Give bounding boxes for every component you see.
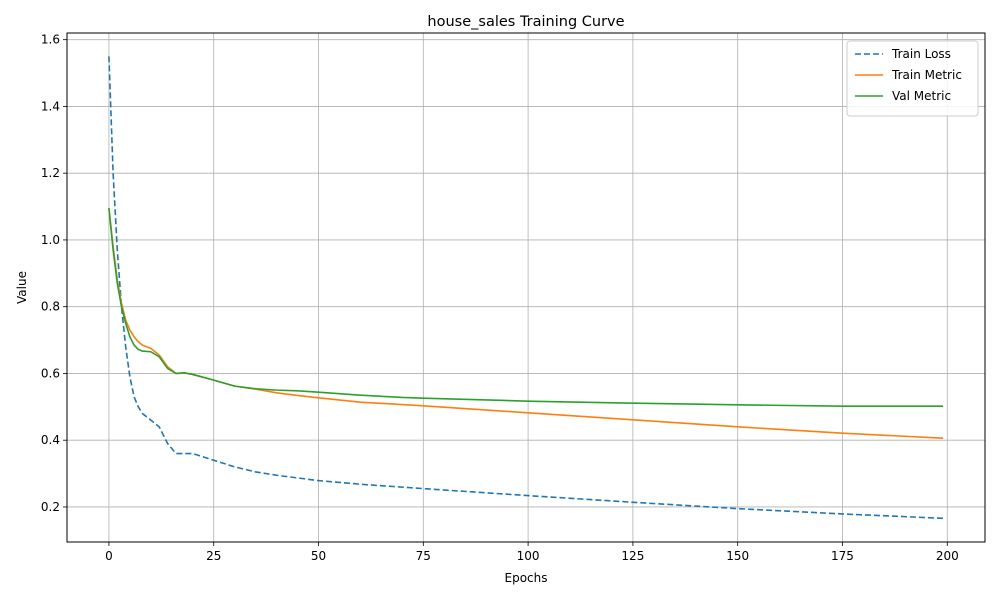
y-tick-label: 1.6 <box>41 33 60 47</box>
legend-label-train-loss: Train Loss <box>891 47 951 61</box>
x-tick-label: 100 <box>517 549 540 563</box>
y-tick-label: 1.0 <box>41 233 60 247</box>
x-tick-label: 50 <box>311 549 326 563</box>
axis-ticks: 0 25 50 75 100 125 150 175 200 0.2 0.4 0.6 0.8 1.0 1.2… <box>41 33 959 563</box>
y-tick-label: 1.2 <box>41 166 60 180</box>
y-tick-label: 1.4 <box>41 99 60 113</box>
y-tick-label: 0.6 <box>41 366 60 380</box>
x-tick-label: 75 <box>416 549 431 563</box>
y-tick-label: 0.4 <box>41 433 60 447</box>
series-lines <box>108 56 944 520</box>
chart-title: house_sales Training Curve <box>427 14 624 30</box>
legend-label-train-metric: Train Metric <box>891 68 962 82</box>
train-loss-line <box>108 56 944 520</box>
plot-area-frame <box>66 32 986 543</box>
x-tick-label: 175 <box>831 549 854 563</box>
x-tick-label: 25 <box>206 549 221 563</box>
x-axis-label: Epochs <box>505 571 548 585</box>
train-metric-line <box>108 208 944 439</box>
x-tick-label: 125 <box>621 549 644 563</box>
y-axis-label: Value <box>15 271 29 304</box>
legend: Train Loss Train Metric Val Metric <box>846 40 979 117</box>
legend-label-val-metric: Val Metric <box>892 89 951 103</box>
x-tick-label: 0 <box>105 549 113 563</box>
val-metric-line <box>108 208 944 407</box>
grid-lines <box>67 33 985 542</box>
legend-box <box>846 40 979 117</box>
x-tick-label: 200 <box>936 549 959 563</box>
y-tick-label: 0.8 <box>41 300 60 314</box>
x-tick-label: 150 <box>726 549 749 563</box>
y-tick-label: 0.2 <box>41 500 60 514</box>
